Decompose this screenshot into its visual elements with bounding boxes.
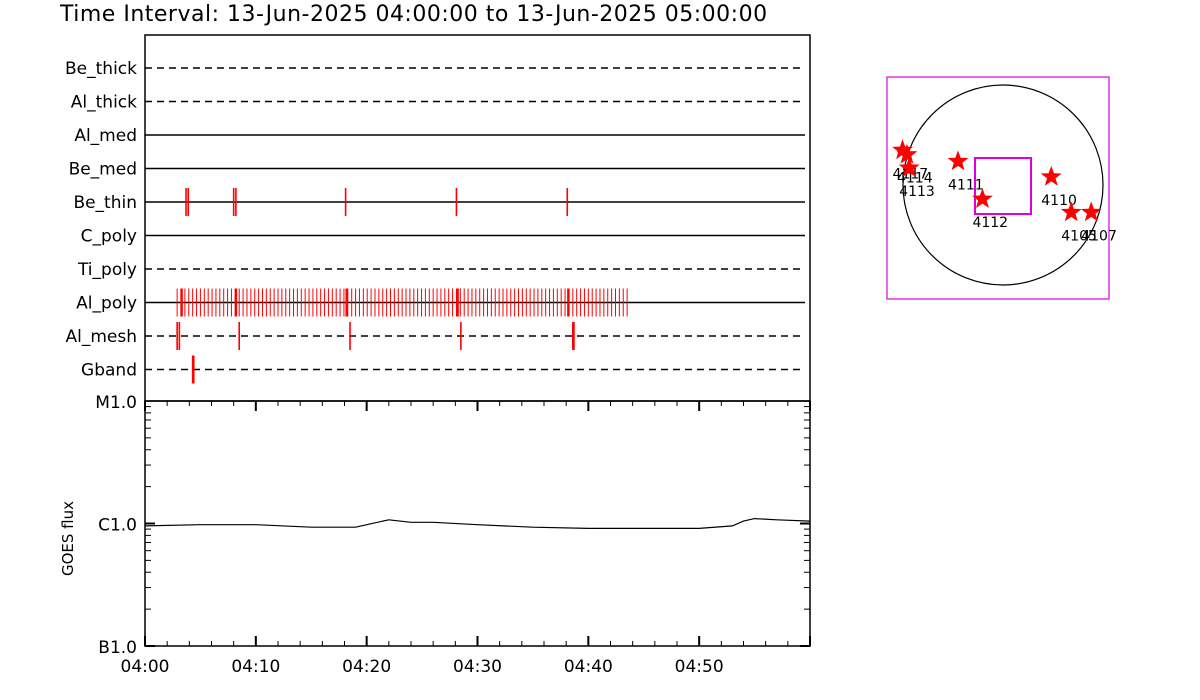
region-star-4110	[1040, 165, 1062, 186]
map-frame	[886, 76, 1110, 300]
x-tick-label-5: 04:50	[675, 657, 724, 677]
y-tick-label-C1.0: C1.0	[98, 516, 137, 536]
row-label-Be_thin: Be_thin	[73, 193, 137, 213]
region-label-4112: 4112	[972, 215, 1008, 231]
y-tick-label-B1.0: B1.0	[98, 638, 137, 658]
row-label-Al_med: Al_med	[74, 126, 137, 146]
row-label-Be_med: Be_med	[69, 160, 137, 180]
region-label-4107: 4107	[1081, 228, 1117, 244]
region-star-4111	[947, 150, 969, 171]
row-label-Al_poly: Al_poly	[76, 294, 137, 314]
chart-title: Time Interval: 13-Jun-2025 04:00:00 to 1…	[60, 2, 768, 27]
x-tick-label-1: 04:10	[231, 657, 280, 677]
row-label-Ti_poly: Ti_poly	[77, 260, 137, 280]
region-label-4110: 4110	[1041, 193, 1077, 209]
y-axis-title: GOES flux	[59, 501, 77, 576]
goes-frame	[144, 400, 811, 647]
row-label-Be_thick: Be_thick	[65, 59, 137, 79]
region-label-4105: 4105	[1061, 228, 1097, 244]
row-label-Al_mesh: Al_mesh	[65, 327, 137, 347]
row-label-C_poly: C_poly	[81, 227, 137, 247]
row-label-Al_thick: Al_thick	[71, 93, 137, 113]
region-star-4112	[972, 188, 993, 208]
solar-limb	[902, 84, 1104, 286]
goes-flux-panel: 04:00 04:10 04:20 04:30 04:40 04:50 M1.0 C1.0 B1…	[59, 393, 811, 677]
timeline-frame	[144, 34, 811, 402]
region-label-4113: 4113	[899, 184, 935, 200]
row-label-Gband: Gband	[81, 361, 137, 381]
x-tick-label-3: 04:30	[453, 657, 502, 677]
region-star-4107	[1080, 201, 1102, 222]
x-tick-label-0: 04:00	[121, 657, 170, 677]
x-tick-label-2: 04:20	[342, 657, 391, 677]
region-star-4117	[892, 139, 913, 160]
region-label-4117: 4117	[893, 166, 929, 182]
field-of-view-box	[974, 157, 1032, 215]
instrument-timeline-panel: Be_thick Al_thick Al_med Be_med Be_thin C_pol…	[65, 34, 811, 402]
goes-flux-line	[144, 517, 811, 529]
region-star-4105	[1060, 201, 1082, 222]
region-label-4111: 4111	[948, 177, 984, 193]
x-tick-label-4: 04:40	[564, 657, 613, 677]
region-star-4114	[896, 143, 918, 164]
region-star-4113	[898, 157, 920, 177]
y-tick-label-M1.0: M1.0	[95, 393, 137, 413]
